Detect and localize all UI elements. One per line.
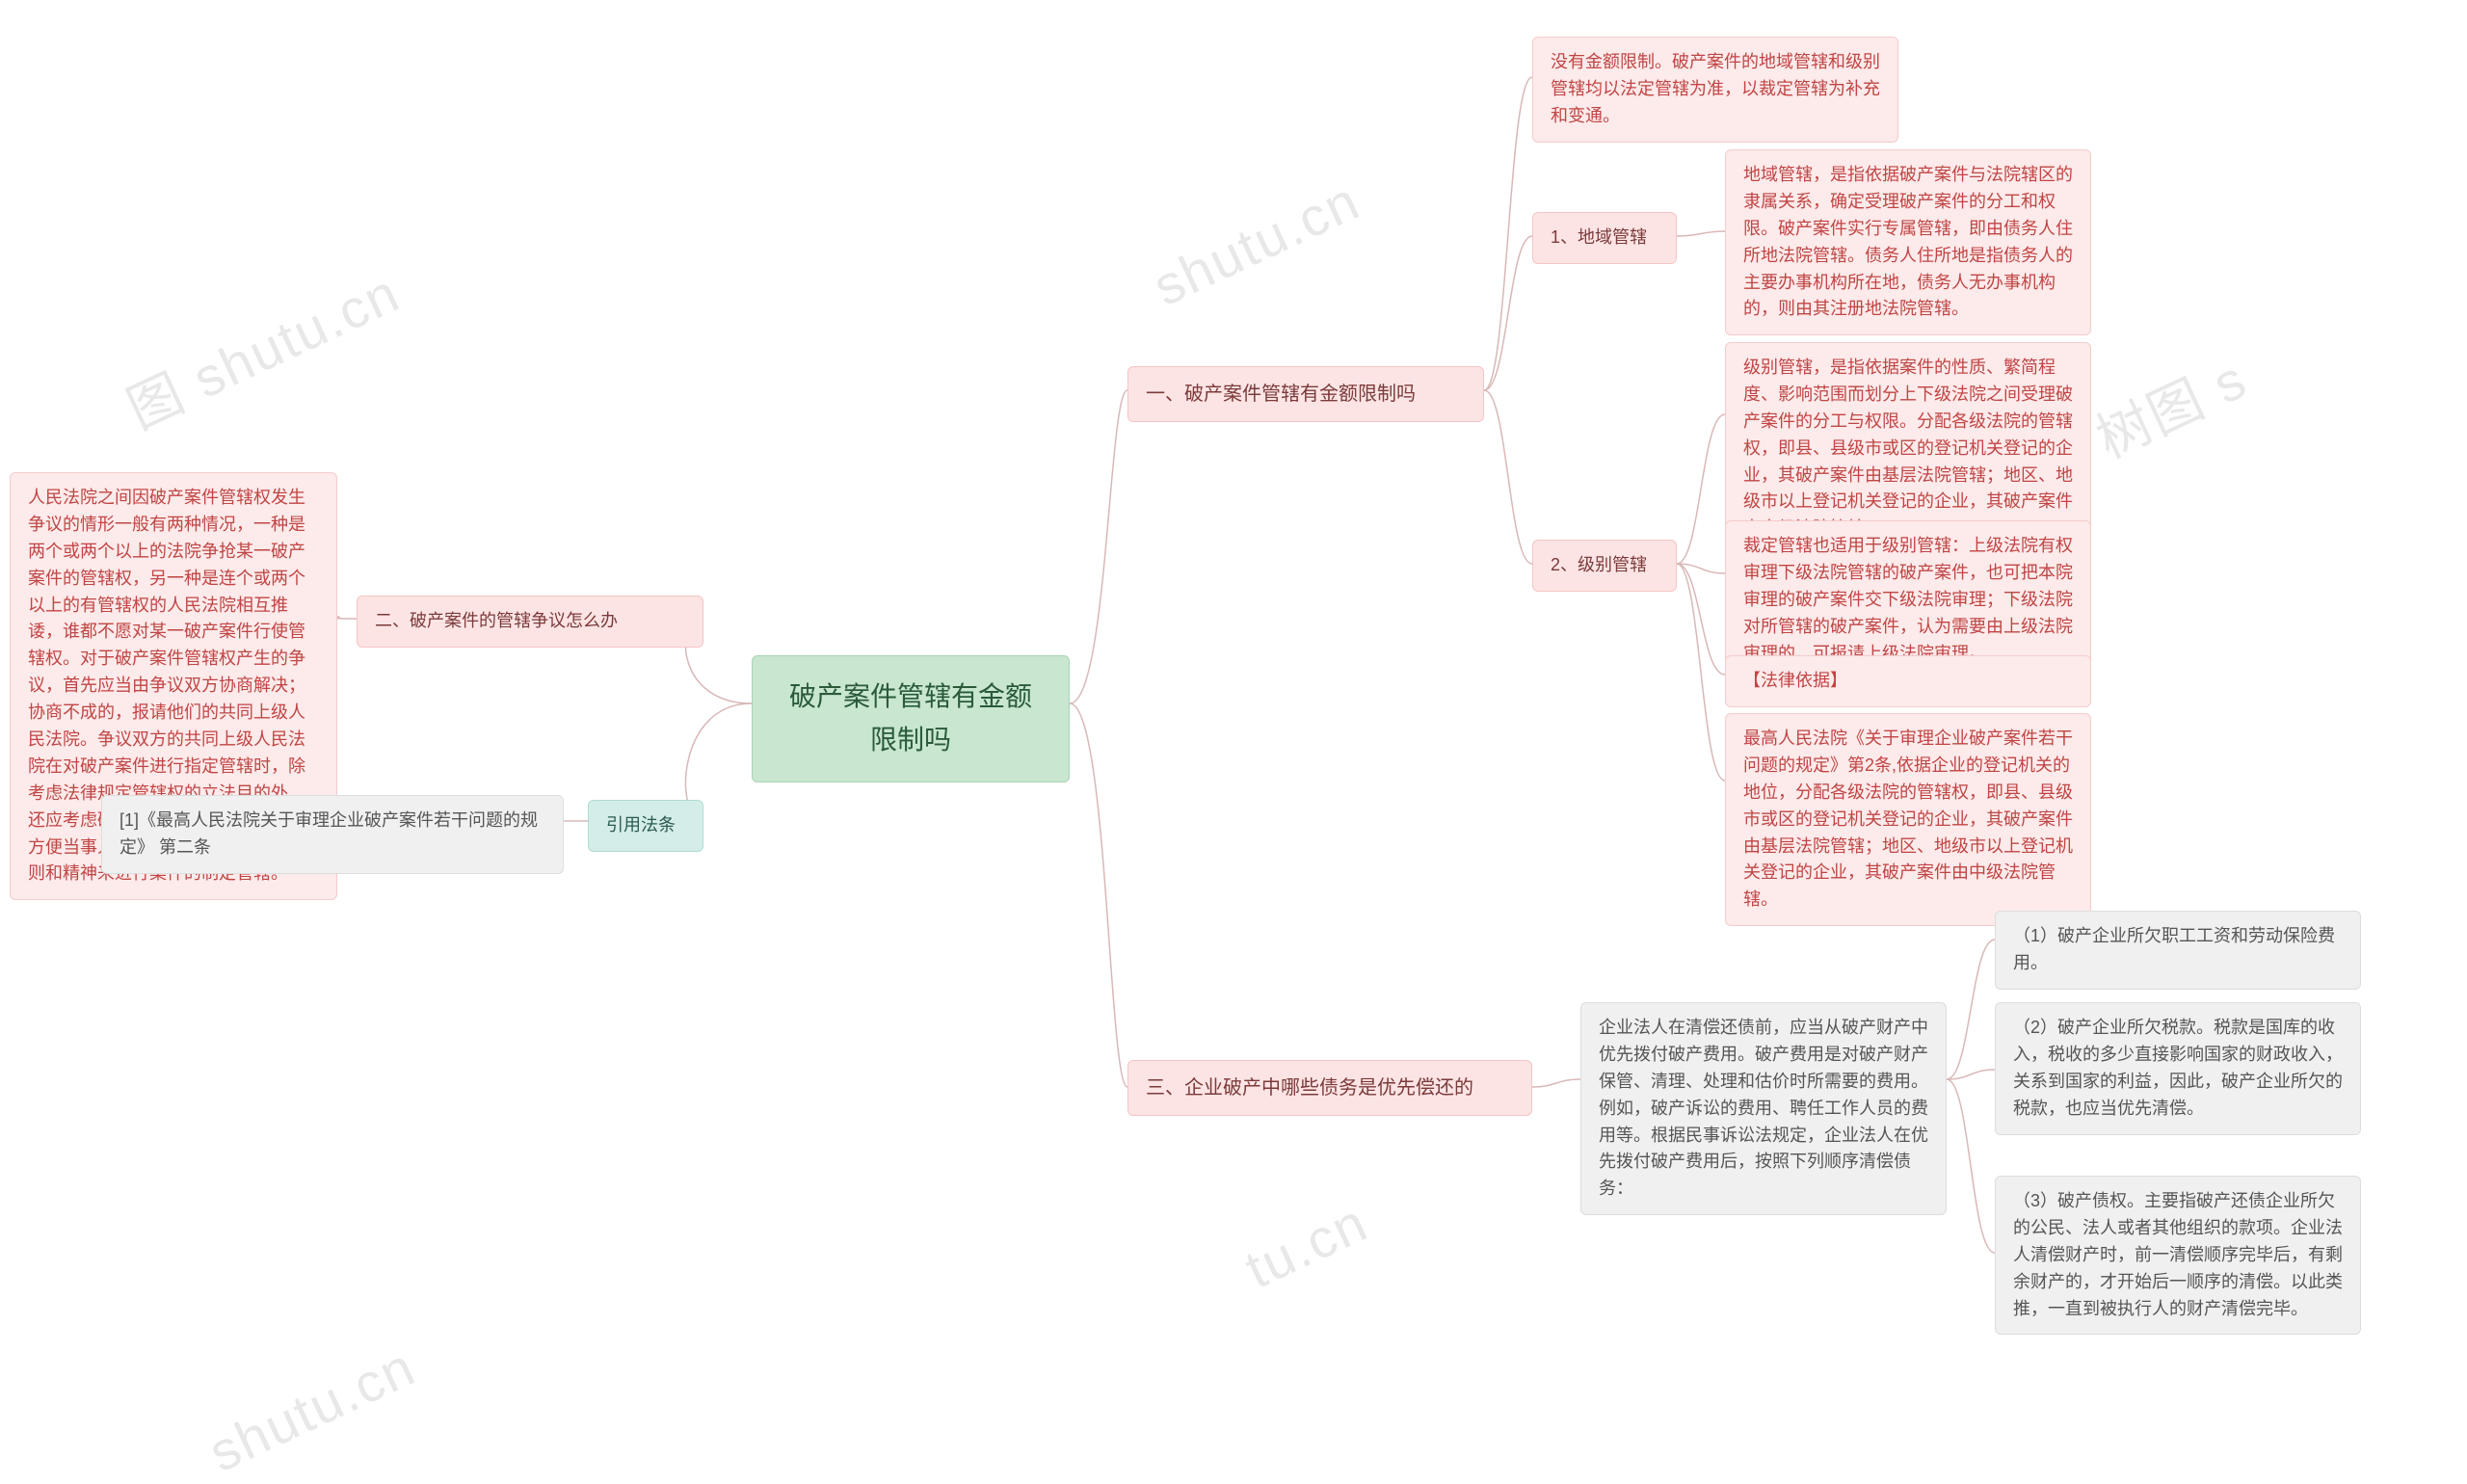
- node-r1b: 1、地域管辖: [1532, 212, 1677, 264]
- node-r3a1: （1）破产企业所欠职工工资和劳动保险费用。: [1995, 911, 2361, 990]
- node-r1a: 没有金额限制。破产案件的地域管辖和级别管辖均以法定管辖为准，以裁定管辖为补充和变…: [1532, 37, 1898, 143]
- node-r1c3: 【法律依据】: [1725, 655, 2091, 707]
- node-r3a: 企业法人在清偿还债前，应当从破产财产中优先拨付破产费用。破产费用是对破产财产保管…: [1580, 1002, 1947, 1215]
- node-l3: 引用法条: [588, 800, 703, 852]
- node-l2: 二、破产案件的管辖争议怎么办: [357, 596, 703, 648]
- watermark: tu.cn: [1235, 1190, 1377, 1300]
- node-l3a: [1]《最高人民法院关于审理企业破产案件若干问题的规定》 第二条: [101, 795, 564, 874]
- node-r1: 一、破产案件管辖有金额限制吗: [1127, 366, 1484, 422]
- node-r1c: 2、级别管辖: [1532, 540, 1677, 592]
- watermark: 图 shutu.cn: [113, 251, 411, 445]
- center-node: 破产案件管辖有金额限制吗: [752, 655, 1070, 782]
- node-r3: 三、企业破产中哪些债务是优先偿还的: [1127, 1060, 1532, 1116]
- node-r3a3: （3）破产债权。主要指破产还债企业所欠的公民、法人或者其他组织的款项。企业法人清…: [1995, 1176, 2361, 1335]
- watermark: shutu.cn: [1144, 169, 1369, 318]
- node-r1b1: 地域管辖，是指依据破产案件与法院辖区的隶属关系，确定受理破产案件的分工和权限。破…: [1725, 149, 2091, 335]
- node-r3a2: （2）破产企业所欠税款。税款是国库的收入，税收的多少直接影响国家的财政收入，关系…: [1995, 1002, 2361, 1135]
- node-r1c4: 最高人民法院《关于审理企业破产案件若干问题的规定》第2条,依据企业的登记机关的地…: [1725, 713, 2091, 926]
- watermark: 树图 s: [2082, 336, 2258, 474]
